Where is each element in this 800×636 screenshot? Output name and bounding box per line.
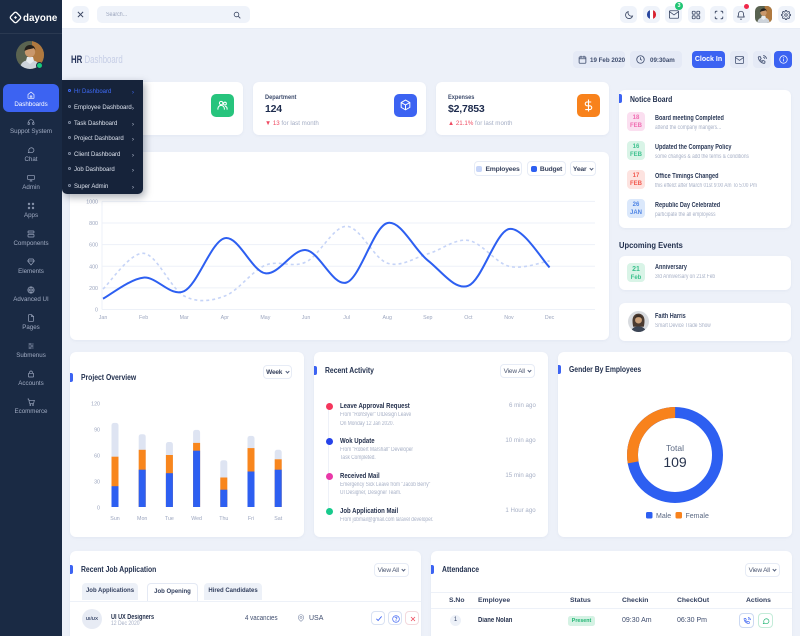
svg-text:0: 0 xyxy=(97,506,100,512)
svg-text:Male: Male xyxy=(656,513,671,520)
svg-text:Nov: Nov xyxy=(504,315,514,321)
svg-text:Mar: Mar xyxy=(180,315,189,321)
svg-text:Sun: Sun xyxy=(110,516,119,522)
svg-text:0: 0 xyxy=(95,308,98,314)
svg-text:Oct: Oct xyxy=(464,315,473,321)
svg-text:600: 600 xyxy=(89,243,98,249)
svg-text:Jan: Jan xyxy=(99,315,108,321)
svg-text:Fri: Fri xyxy=(248,516,254,522)
svg-text:Sep: Sep xyxy=(423,315,432,321)
svg-text:Wed: Wed xyxy=(191,516,202,522)
svg-text:Jul: Jul xyxy=(343,315,350,321)
svg-text:90: 90 xyxy=(94,428,100,434)
svg-text:Thu: Thu xyxy=(219,516,228,522)
svg-text:Jun: Jun xyxy=(302,315,311,321)
svg-text:200: 200 xyxy=(89,286,98,292)
svg-text:Aug: Aug xyxy=(382,315,391,321)
svg-text:Total: Total xyxy=(666,443,684,453)
svg-text:Mon: Mon xyxy=(137,516,147,522)
svg-text:400: 400 xyxy=(89,265,98,271)
svg-text:Feb: Feb xyxy=(139,315,148,321)
svg-text:Apr: Apr xyxy=(221,315,229,321)
svg-text:120: 120 xyxy=(91,402,100,408)
svg-text:1000: 1000 xyxy=(86,200,98,206)
svg-text:Sat: Sat xyxy=(274,516,282,522)
svg-text:Dec: Dec xyxy=(545,315,555,321)
svg-text:Tue: Tue xyxy=(165,516,174,522)
svg-text:109: 109 xyxy=(663,454,687,470)
svg-text:60: 60 xyxy=(94,454,100,460)
svg-text:May: May xyxy=(260,315,270,321)
svg-text:800: 800 xyxy=(89,221,98,227)
svg-text:30: 30 xyxy=(94,480,100,486)
svg-text:Female: Female xyxy=(686,513,709,520)
